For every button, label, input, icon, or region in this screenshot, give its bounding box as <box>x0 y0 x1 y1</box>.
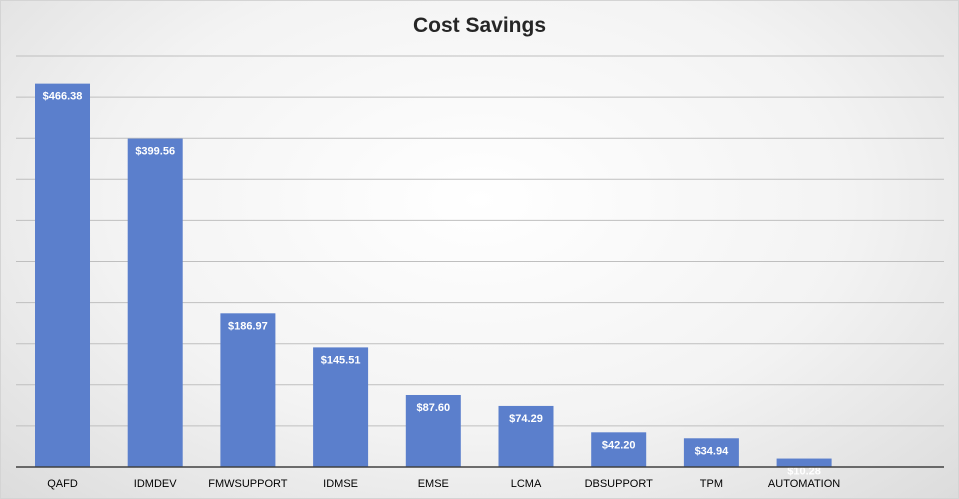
data-label: $10.28 <box>787 466 821 478</box>
data-label: $145.51 <box>321 354 361 366</box>
category-label: EMSE <box>418 478 449 490</box>
bar-idmse <box>313 347 369 467</box>
data-label: $42.20 <box>602 439 636 451</box>
bar-tpm <box>683 438 739 467</box>
data-label: $399.56 <box>135 146 175 158</box>
data-label: $34.94 <box>695 445 730 457</box>
data-label: $87.60 <box>416 402 450 414</box>
data-label: $74.29 <box>509 413 543 425</box>
bar-fmwsupport <box>220 313 276 467</box>
category-label: FMWSUPPORT <box>208 478 288 490</box>
bar-idmdev <box>127 138 183 467</box>
chart-title: Cost Savings <box>412 14 547 37</box>
category-label: IDMDEV <box>134 478 177 490</box>
data-label: $466.38 <box>43 91 83 103</box>
bar-qafd <box>35 83 90 467</box>
bar-emse <box>405 394 461 467</box>
category-label: DBSUPPORT <box>585 478 654 490</box>
data-label: $186.97 <box>228 320 268 332</box>
category-label: IDMSE <box>323 478 358 490</box>
category-label: QAFD <box>47 478 78 490</box>
category-label: LCMA <box>511 478 542 490</box>
bar-lcma <box>498 405 554 467</box>
category-label: AUTOMATION <box>768 478 840 490</box>
bar-dbsupport <box>591 432 647 467</box>
category-label: TPM <box>700 478 723 490</box>
bar-automation <box>776 458 832 467</box>
